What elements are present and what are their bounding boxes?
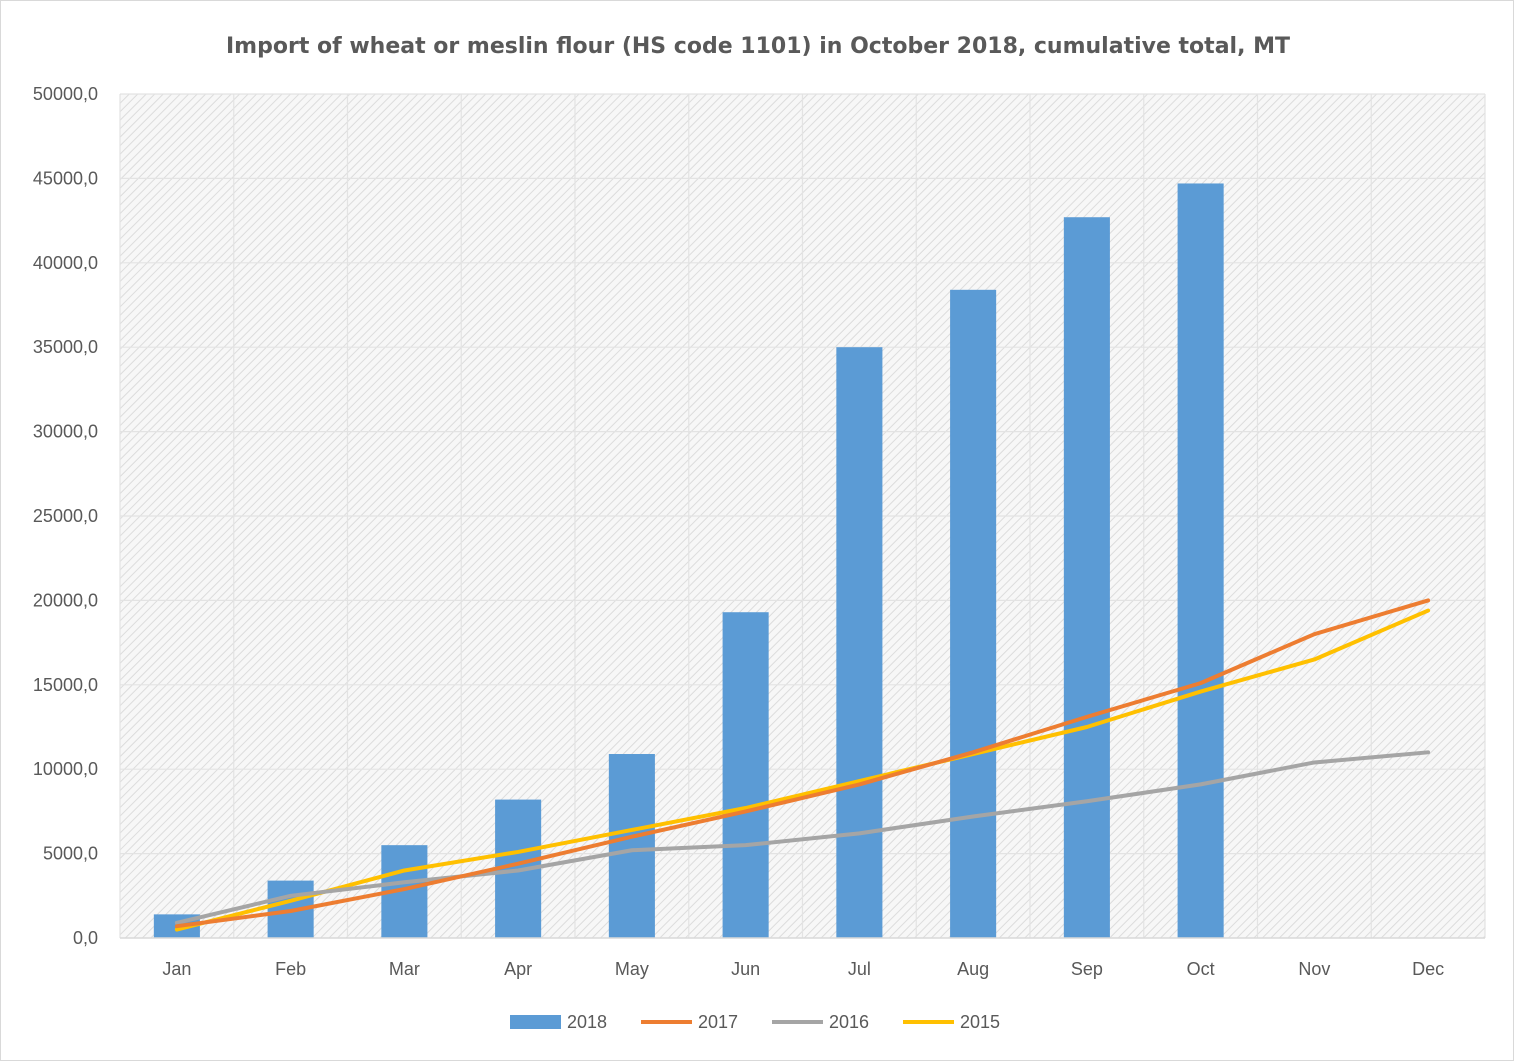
series-lines [174, 598, 1431, 932]
x-axis-tick-labels: Jan Feb Mar Apr May Jun Jul Aug Sep Oct Nov Dec [162, 959, 1444, 979]
bar-2018-sep [1063, 217, 1110, 938]
y-tick-label: 45000,0 [33, 168, 98, 188]
y-tick-label: 15000,0 [33, 675, 98, 695]
y-tick-label: 30000,0 [33, 422, 98, 442]
x-tick-label-apr: Apr [504, 959, 532, 979]
x-tick-label-jul: Jul [848, 959, 871, 979]
y-tick-label: 10000,0 [33, 759, 98, 779]
legend-swatch-2018 [510, 1015, 561, 1029]
y-tick-label: 25000,0 [33, 506, 98, 526]
legend-label-2015: 2015 [960, 1012, 1000, 1032]
x-tick-label-aug: Aug [957, 959, 989, 979]
bar-2018-jun [722, 612, 769, 938]
x-tick-label-jan: Jan [162, 959, 191, 979]
y-tick-label: 50000,0 [33, 84, 98, 104]
line-2016 [174, 750, 1431, 925]
x-tick-label-oct: Oct [1187, 959, 1215, 979]
legend-label-2017: 2017 [698, 1012, 738, 1032]
y-tick-label: 20000,0 [33, 590, 98, 610]
bar-2018-jul [836, 347, 883, 938]
y-tick-label: 5000,0 [43, 844, 98, 864]
x-tick-label-feb: Feb [275, 959, 306, 979]
x-tick-label-may: May [615, 959, 649, 979]
legend-label-2016: 2016 [829, 1012, 869, 1032]
bar-2018-may [608, 754, 655, 938]
bars-2018 [153, 183, 1224, 939]
bar-2018-oct [1177, 183, 1224, 939]
y-axis-tick-labels: 0,0 5000,0 10000,0 15000,0 20000,0 25000,0 300… [33, 84, 98, 948]
line-2017 [174, 598, 1431, 929]
x-tick-label-dec: Dec [1412, 959, 1444, 979]
legend-item-2015: 2015 [903, 1012, 1000, 1032]
legend-label-2018: 2018 [567, 1012, 607, 1032]
gridlines [119, 93, 1486, 938]
line-2015 [174, 608, 1431, 932]
bar-2018-aug [950, 289, 997, 939]
y-tick-label: 40000,0 [33, 253, 98, 273]
x-tick-label-nov: Nov [1298, 959, 1330, 979]
legend: 2018 2017 2016 2015 [510, 1012, 1000, 1032]
x-tick-label-sep: Sep [1071, 959, 1103, 979]
legend-item-2016: 2016 [772, 1012, 869, 1032]
y-tick-label: 0,0 [73, 928, 98, 948]
y-tick-label: 35000,0 [33, 337, 98, 357]
chart-title: Import of wheat or meslin flour (HS code… [226, 34, 1290, 59]
x-tick-label-jun: Jun [731, 959, 760, 979]
x-tick-label-mar: Mar [389, 959, 420, 979]
legend-item-2017: 2017 [641, 1012, 738, 1032]
legend-item-2018: 2018 [510, 1012, 607, 1032]
